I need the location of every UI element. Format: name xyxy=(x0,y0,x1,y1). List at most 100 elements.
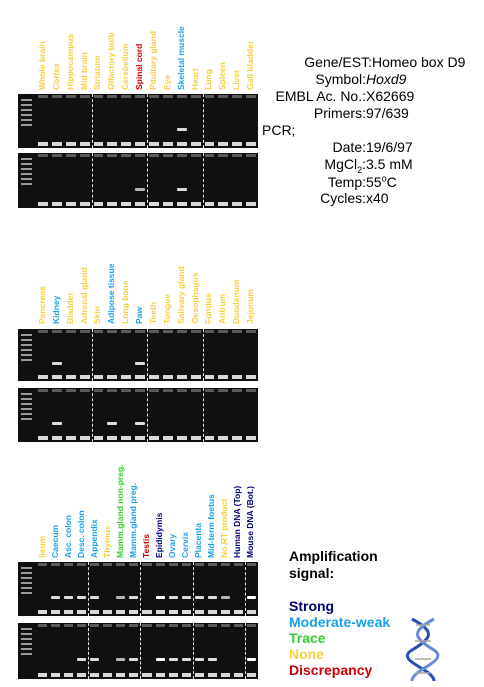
lane-label: Duodenum xyxy=(231,279,242,324)
gel-well xyxy=(246,563,256,566)
gel-well xyxy=(93,95,104,98)
primer-dimer-band xyxy=(51,142,62,146)
ladder-band xyxy=(21,158,32,160)
lane-label: Olfactory bulb xyxy=(106,32,117,90)
primer-dimer-band xyxy=(64,673,74,677)
primer-dimer-band xyxy=(190,142,201,146)
pcr-product-band xyxy=(116,658,126,661)
gel-well xyxy=(168,563,178,566)
gel-1a xyxy=(18,94,258,148)
gel-well xyxy=(194,624,204,627)
gel-well xyxy=(38,563,48,566)
pcr-product-band xyxy=(51,422,62,425)
pcr-product-band xyxy=(168,658,178,661)
gel-3b xyxy=(18,623,258,679)
primer-dimer-band xyxy=(162,202,173,206)
primer-dimer-band xyxy=(64,610,74,614)
gel-well xyxy=(232,154,243,157)
gel-well xyxy=(232,389,243,392)
lane-group-divider xyxy=(202,153,204,208)
lane-label: Bladder xyxy=(64,292,75,324)
lane-label: No RT product xyxy=(219,498,230,558)
lane-labels-1: Whole brain Cortex Hippocampus Mid brain Str… xyxy=(0,0,260,90)
lane-group-divider xyxy=(192,623,194,679)
primer-dimer-band xyxy=(51,673,61,677)
ladder-band xyxy=(21,408,32,410)
legend-moderate: Moderate-weak xyxy=(289,614,391,630)
gel-well xyxy=(121,154,132,157)
ladder-band xyxy=(21,398,32,400)
lane-label: Teeth xyxy=(147,301,158,324)
primer-dimer-band xyxy=(176,142,187,146)
gel-well xyxy=(51,389,62,392)
cycles-label: Cycles: xyxy=(320,190,366,206)
gel-well xyxy=(176,154,187,157)
gel-well xyxy=(64,563,74,566)
lane-label: Adipose tissue xyxy=(106,263,117,324)
gel-well xyxy=(142,563,152,566)
gel-well xyxy=(51,330,62,333)
gel-well xyxy=(162,389,173,392)
lane-group-divider xyxy=(147,94,148,148)
primer-dimer-band xyxy=(207,673,217,677)
pcr-product-band xyxy=(207,596,217,599)
pcr-product-band xyxy=(51,596,61,599)
lane-group-divider xyxy=(91,94,93,148)
gel-well xyxy=(246,330,256,333)
lane-label: Pituitary gland xyxy=(147,30,158,90)
pcr-product-band xyxy=(155,596,165,599)
lane-group-divider xyxy=(140,562,142,616)
primer-dimer-band xyxy=(246,436,256,440)
lane-label: Whole brain xyxy=(36,41,47,90)
primer-dimer-band xyxy=(220,673,230,677)
primer-dimer-band xyxy=(190,436,201,440)
gel-well xyxy=(51,154,62,157)
pcr-product-band xyxy=(64,596,74,599)
gel-well xyxy=(121,95,132,98)
gel-well xyxy=(142,624,152,627)
lane-label: Mamm.gland preg. xyxy=(127,482,138,558)
gel-well xyxy=(190,154,201,157)
pcr-product-band xyxy=(135,188,145,191)
gel-well xyxy=(218,154,229,157)
gel-3a xyxy=(18,562,258,616)
primer-dimer-band xyxy=(121,375,132,379)
gel-well xyxy=(190,330,201,333)
gel-well xyxy=(194,563,204,566)
ladder-band xyxy=(21,109,32,111)
ladder-band xyxy=(21,114,32,116)
primer-dimer-band xyxy=(129,610,139,614)
lane-label: Kidney xyxy=(50,295,61,324)
primer-dimer-band xyxy=(121,202,132,206)
gel-well xyxy=(135,330,145,333)
primer-dimer-band xyxy=(149,436,159,440)
embl-value: X62669 xyxy=(366,88,415,104)
dna-helix-icon xyxy=(406,617,440,682)
ladder-band xyxy=(21,418,32,420)
gel-well xyxy=(204,154,215,157)
primer-dimer-band xyxy=(38,673,48,677)
primer-dimer-band xyxy=(93,436,104,440)
lane-group-divider xyxy=(140,623,142,679)
pcr-product-band xyxy=(168,596,178,599)
ladder-band xyxy=(21,119,32,121)
lane-labels-2: Pancreas Kidney Bladder Adrenal gland Skin Ad… xyxy=(0,260,260,324)
gel-well xyxy=(149,95,159,98)
primer-dimer-band xyxy=(135,436,145,440)
primer-dimer-band xyxy=(93,375,104,379)
primer-dimer-band xyxy=(77,610,87,614)
gel-well xyxy=(176,95,187,98)
gel-well xyxy=(190,389,201,392)
gel-well xyxy=(51,95,62,98)
pcr-product-band xyxy=(246,596,256,599)
gene-value: Homeo box D9 xyxy=(372,54,466,70)
pcr-product-band xyxy=(77,596,87,599)
gel-1b xyxy=(18,153,258,208)
ladder-band xyxy=(21,99,32,101)
ladder-band xyxy=(21,572,32,574)
gel-well xyxy=(220,624,230,627)
gel-well xyxy=(232,95,243,98)
lane-label: Pancreas xyxy=(36,286,47,324)
lane-label: Mid-term foetus xyxy=(206,494,217,558)
gel-well xyxy=(103,624,113,627)
